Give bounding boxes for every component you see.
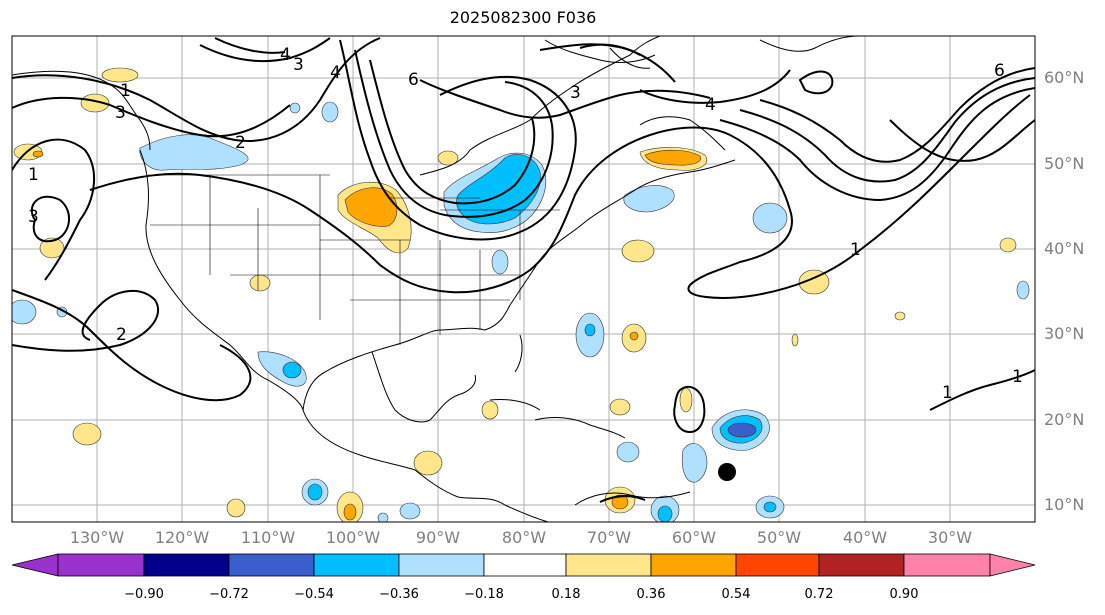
lon-label: 120°W	[154, 528, 210, 547]
colorbar-tick: −0.36	[379, 587, 419, 602]
contour-label: 3	[293, 55, 304, 75]
colorbar	[11, 553, 1036, 577]
contour-label: 6	[408, 70, 419, 90]
contour-label: 2	[116, 325, 127, 345]
lat-label: 30°N	[1044, 324, 1085, 343]
contour-label: 3	[570, 83, 581, 103]
colorbar-tick: −0.54	[294, 587, 334, 602]
lon-label: 90°W	[415, 528, 461, 547]
lat-label: 60°N	[1044, 68, 1085, 87]
colorbar-tick: −0.72	[209, 587, 249, 602]
lon-label: 50°W	[756, 528, 802, 547]
contour-label: 1	[28, 165, 39, 185]
contour-label: 3	[115, 103, 126, 123]
colorbar-tick: 0.54	[721, 587, 751, 602]
contour-label: 4	[705, 95, 716, 115]
colorbar-tick: −0.18	[464, 587, 504, 602]
storm-marker	[718, 463, 736, 481]
contour-label: 4	[280, 45, 291, 65]
lat-label: 50°N	[1044, 154, 1085, 173]
lon-label: 30°W	[927, 528, 973, 547]
colorbar-tick: 0.72	[804, 587, 834, 602]
contours	[12, 37, 1035, 503]
contour-label: 4	[330, 63, 341, 83]
state-borders	[148, 174, 560, 345]
lon-label: 110°W	[240, 528, 296, 547]
contour-label: 2	[235, 133, 246, 153]
colorbar-tick: 0.36	[636, 587, 666, 602]
lon-label: 80°W	[501, 528, 547, 547]
colorbar-tick: 0.18	[551, 587, 581, 602]
lon-label: 40°W	[842, 528, 888, 547]
contour-label: 3	[28, 207, 39, 227]
map-frame	[11, 35, 1036, 523]
lat-label: 20°N	[1044, 410, 1085, 429]
shaded-field	[12, 67, 1030, 522]
contour-labels: 1 3 2 4 3 4 6 3 4 6 1 1 3 2 1 1	[28, 45, 1023, 403]
lon-label: 70°W	[586, 528, 632, 547]
colorbar-tick: 0.90	[889, 587, 919, 602]
contour-label: 1	[120, 81, 131, 101]
colorbar-tick: −0.90	[124, 587, 164, 602]
lat-label: 40°N	[1044, 239, 1085, 258]
contour-label: 1	[1012, 367, 1023, 387]
map-title: 2025082300 F036	[449, 8, 597, 27]
contour-label: 1	[850, 240, 861, 260]
lon-label: 100°W	[325, 528, 381, 547]
contour-label: 1	[942, 383, 953, 403]
contour-label: 6	[994, 61, 1005, 81]
lat-label: 10°N	[1044, 495, 1085, 514]
lon-label: 60°W	[671, 528, 717, 547]
lon-label: 130°W	[69, 528, 125, 547]
